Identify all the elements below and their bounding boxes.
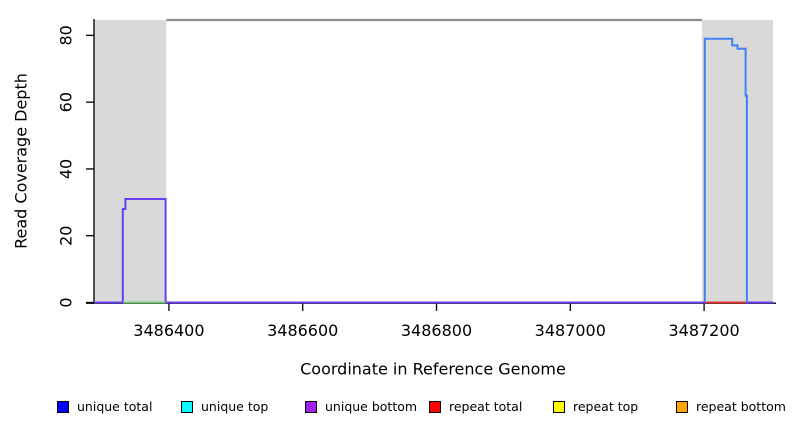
legend-label: repeat bottom: [696, 399, 786, 414]
legend-swatch-icon: [553, 400, 565, 413]
x-tick-label: 3487200: [668, 321, 739, 340]
y-tick-label: 80: [57, 25, 76, 45]
y-tick-label: 20: [57, 226, 76, 246]
legend-item-unique-top: unique top: [181, 399, 268, 414]
y-axis-label: Read Coverage Depth: [11, 73, 31, 249]
legend-item-repeat-total: repeat total: [429, 399, 522, 414]
repeat-region-right: [702, 20, 773, 304]
x-tick-label: 3486800: [401, 321, 472, 340]
x-tick-label: 3486600: [267, 321, 338, 340]
repeat-region-left: [94, 20, 167, 304]
legend-item-repeat-top: repeat top: [553, 399, 638, 414]
legend-label: unique top: [201, 399, 269, 414]
legend-swatch-icon: [429, 400, 441, 413]
legend-swatch-icon: [181, 400, 193, 413]
legend-swatch-icon: [676, 400, 688, 413]
y-tick-label: 40: [57, 159, 76, 179]
x-tick-label: 3486400: [133, 321, 204, 340]
y-tick-label: 0: [57, 297, 76, 307]
legend-swatch-icon: [305, 400, 317, 413]
legend-item-unique-bottom: unique bottom: [305, 399, 417, 414]
x-axis: 3486400 3486600 3486800 3487000 3487200: [86, 302, 776, 340]
legend-label: unique total: [77, 399, 153, 414]
legend-swatch-icon: [57, 400, 69, 413]
series-unique-total-trace: [703, 37, 748, 303]
y-tick-label: 60: [57, 92, 76, 112]
legend-item-unique-total: unique total: [57, 399, 152, 414]
legend-label: unique bottom: [325, 399, 418, 414]
chart-legend: unique total unique top unique bottom repea…: [0, 399, 792, 421]
legend-label: repeat top: [573, 399, 639, 414]
x-tick-label: 3487000: [535, 321, 606, 340]
series-unique-bottom-trace: [94, 198, 773, 304]
y-axis: 0 20 40 60 80: [57, 19, 95, 308]
legend-item-repeat-bottom: repeat bottom: [676, 399, 786, 414]
legend-label: repeat total: [449, 399, 523, 414]
x-axis-label: Coordinate in Reference Genome: [300, 359, 566, 379]
